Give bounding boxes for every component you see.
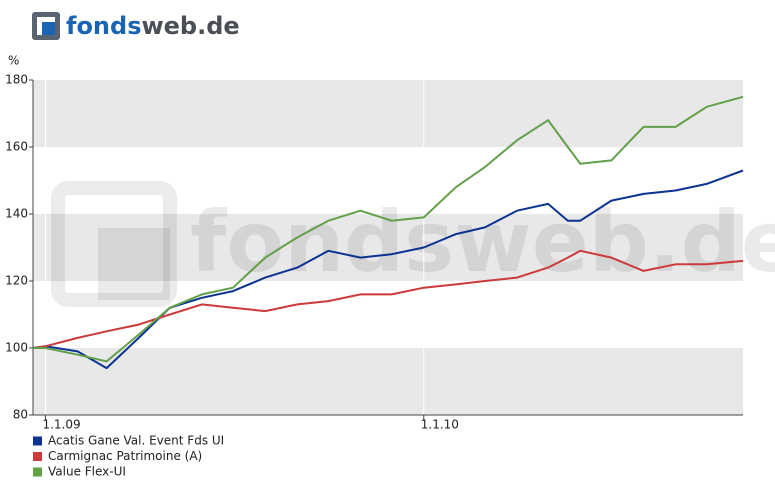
grid-band [33,214,743,281]
series-line [32,169,744,370]
y-tick-label: 100 [5,341,28,355]
watermark-icon [98,228,170,300]
y-tick-label: 160 [5,140,28,154]
y-tick-label: 140 [5,207,28,221]
series-line [32,249,744,349]
legend-swatch [33,452,42,461]
watermark: fondsweb.de [190,193,775,291]
logo-brand: fonds [66,12,141,40]
y-tick-label: 120 [5,274,28,288]
logo: fondsweb.de [66,12,240,40]
y-tick-label: 80 [13,408,28,422]
logo-icon [42,22,55,35]
legend-swatch [33,467,42,477]
logo-suffix: web.de [141,12,239,40]
grid-band [33,348,743,415]
legend-label: Value Flex-UI [48,465,126,479]
series-line [33,95,744,363]
x-tick-label: 1.1.09 [42,418,80,432]
legend-label: Acatis Gane Val. Event Fds UI [48,434,224,448]
y-axis-label: % [8,54,19,68]
y-tick-label: 180 [5,73,28,87]
legend-label: Carmignac Patrimoine (A) [48,449,202,463]
legend-swatch [33,436,42,446]
watermark-icon [51,181,177,307]
grid-band [33,80,743,147]
x-tick-label: 1.1.10 [421,418,459,432]
